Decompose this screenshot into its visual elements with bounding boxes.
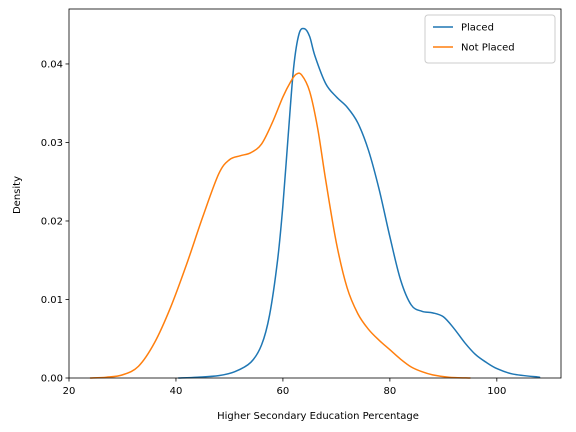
legend-label-1: Not Placed: [461, 43, 515, 54]
plot-frame: [68, 8, 562, 379]
x-tick-label: 40: [170, 386, 183, 397]
legend-label-0: Placed: [461, 23, 494, 34]
series-layer: [89, 27, 541, 379]
y-tick-label: 0.04: [41, 59, 63, 70]
series-line-1: [89, 72, 471, 379]
y-axis-title: Density: [12, 176, 23, 214]
x-tick-label: 80: [384, 386, 397, 397]
x-tick-label: 100: [487, 386, 506, 397]
y-tick-label: 0.00: [41, 374, 63, 385]
x-axis-title: Higher Secondary Education Percentage: [217, 411, 419, 422]
series-line-0: [177, 27, 541, 379]
legend: Placed Not Placed: [424, 14, 556, 64]
legend-box: [424, 14, 556, 64]
axes-layer: 20 40 60 80 100 0.00 0.01 0.02 0.03 0.04: [41, 8, 562, 397]
y-tick-label: 0.02: [41, 216, 63, 227]
y-tick-label: 0.01: [41, 295, 63, 306]
x-tick-label: 20: [63, 386, 76, 397]
y-tick-label: 0.03: [41, 138, 63, 149]
x-tick-label: 60: [277, 386, 290, 397]
